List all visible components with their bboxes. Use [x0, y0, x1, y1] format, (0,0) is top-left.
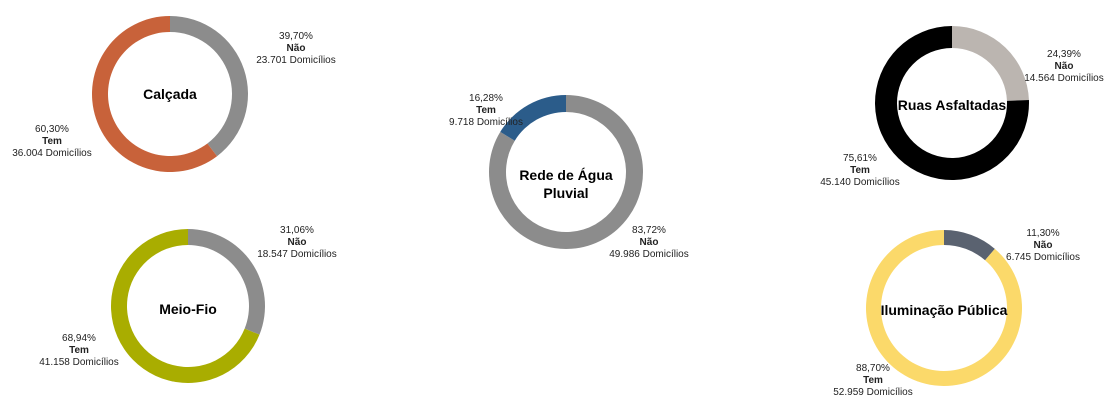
- donut-title: Calçada: [143, 86, 197, 102]
- percent-label: 16,28%: [469, 93, 503, 104]
- percent-label: 75,61%: [843, 153, 877, 164]
- donut-title: Meio-Fio: [159, 301, 217, 317]
- slice-nao: [952, 26, 1029, 101]
- count-label: 52.959 Domicílios: [833, 387, 912, 398]
- donut-title: Pluvial: [543, 185, 588, 201]
- percent-label: 39,70%: [279, 31, 313, 42]
- percent-label: 68,94%: [62, 333, 96, 344]
- slice-nao: [170, 16, 249, 157]
- count-label: 45.140 Domicílios: [820, 177, 899, 188]
- percent-label: 60,30%: [35, 124, 69, 135]
- count-label: 9.718 Domicílios: [449, 117, 523, 128]
- donut-title: Ruas Asfaltadas: [898, 97, 1007, 113]
- status-label: Não: [288, 237, 307, 248]
- count-label: 6.745 Domicílios: [1006, 252, 1080, 263]
- percent-label: 24,39%: [1047, 49, 1081, 60]
- status-label: Tem: [42, 136, 62, 147]
- slice-nao: [944, 230, 995, 261]
- slice-tem: [92, 16, 218, 172]
- count-label: 49.986 Domicílios: [609, 249, 688, 260]
- status-label: Não: [640, 237, 659, 248]
- count-label: 14.564 Domicílios: [1024, 73, 1103, 84]
- count-label: 36.004 Domicílios: [12, 148, 91, 159]
- percent-label: 83,72%: [632, 225, 666, 236]
- percent-label: 31,06%: [280, 225, 314, 236]
- slice-tem: [500, 94, 566, 141]
- status-label: Tem: [69, 345, 89, 356]
- count-label: 41.158 Domicílios: [39, 357, 118, 368]
- slice-nao: [188, 229, 265, 335]
- status-label: Tem: [476, 105, 496, 116]
- status-label: Tem: [850, 165, 870, 176]
- status-label: Não: [287, 43, 306, 54]
- count-label: 23.701 Domicílios: [256, 55, 335, 66]
- status-label: Tem: [863, 375, 883, 386]
- donut-title: Iluminação Pública: [881, 302, 1008, 318]
- status-label: Não: [1034, 240, 1053, 251]
- count-label: 18.547 Domicílios: [257, 249, 336, 260]
- percent-label: 11,30%: [1026, 228, 1059, 239]
- percent-label: 88,70%: [856, 363, 890, 374]
- status-label: Não: [1055, 61, 1074, 72]
- donut-title: Rede de Água: [519, 167, 613, 183]
